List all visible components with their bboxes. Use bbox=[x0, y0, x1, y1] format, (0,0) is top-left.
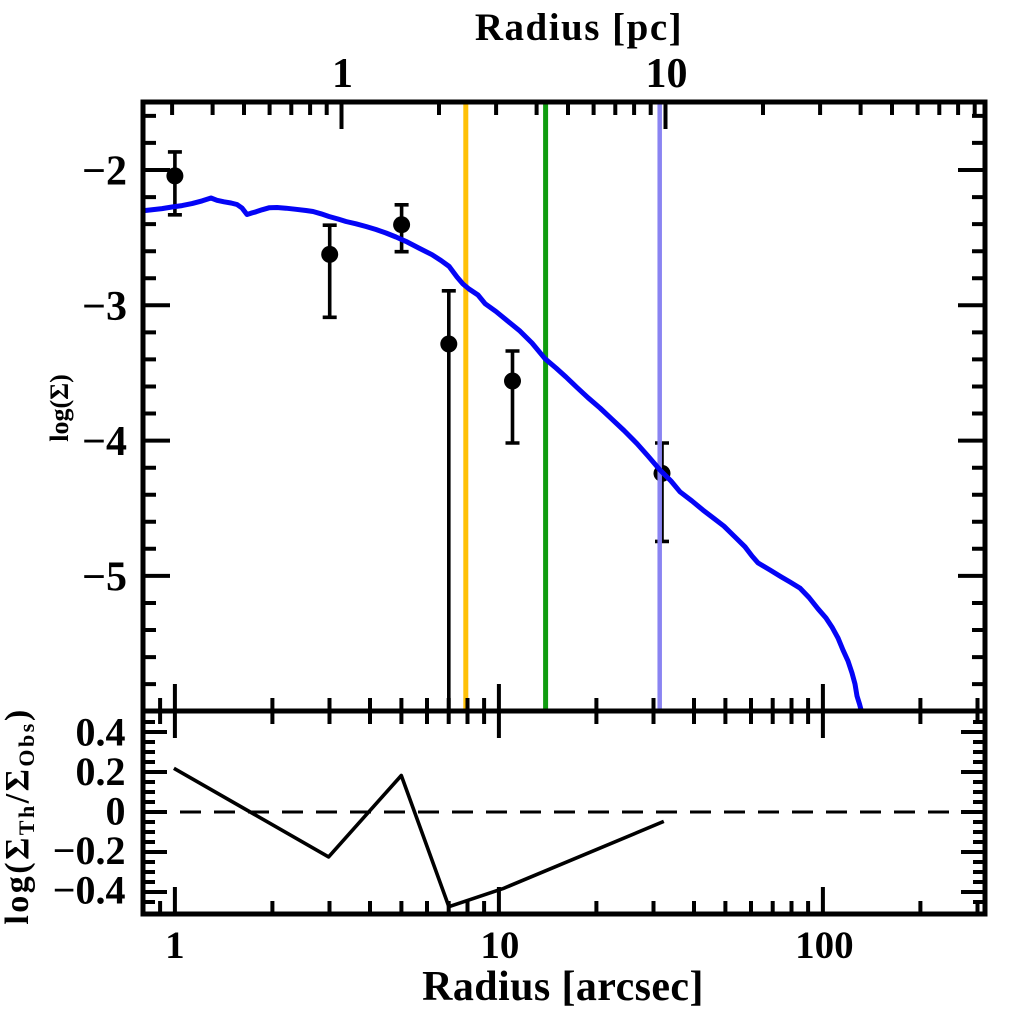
svg-text:10: 10 bbox=[646, 51, 688, 97]
svg-text:100: 100 bbox=[795, 924, 854, 967]
svg-text:log(Σ): log(Σ) bbox=[45, 374, 74, 442]
svg-text:−2: −2 bbox=[82, 149, 127, 195]
svg-text:Radius [pc]: Radius [pc] bbox=[475, 6, 683, 49]
svg-text:−5: −5 bbox=[82, 555, 127, 601]
svg-text:1: 1 bbox=[332, 51, 353, 97]
svg-text:−0.4: −0.4 bbox=[53, 868, 126, 913]
svg-text:1: 1 bbox=[165, 924, 185, 967]
svg-text:0.4: 0.4 bbox=[76, 710, 126, 755]
svg-text:−4: −4 bbox=[82, 419, 127, 465]
svg-text:10: 10 bbox=[480, 924, 519, 967]
svg-text:−0.2: −0.2 bbox=[53, 828, 126, 873]
svg-text:0: 0 bbox=[106, 789, 126, 834]
svg-text:Radius [arcsec]: Radius [arcsec] bbox=[422, 964, 704, 1010]
svg-text:−3: −3 bbox=[82, 284, 127, 330]
svg-text:0.2: 0.2 bbox=[76, 749, 126, 794]
